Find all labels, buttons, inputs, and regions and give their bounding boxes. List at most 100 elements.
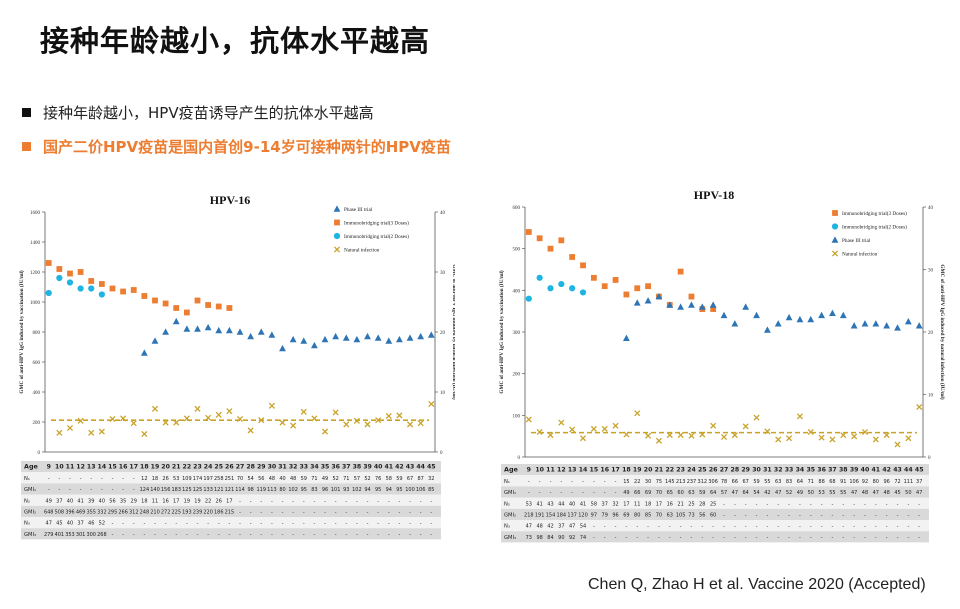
table-cell: 13 (87, 464, 96, 471)
table-cell: 97 (591, 513, 597, 519)
table-cell: - (398, 510, 400, 516)
table-cell: 90 (558, 535, 564, 541)
table-row (501, 475, 929, 487)
data-point (406, 334, 414, 341)
table-cell: 18 (622, 467, 631, 474)
table-cell: 21 (677, 501, 683, 507)
hpv18-chart: HPV-18 0 100 200 300 400 500 600 0 10 20 30 40 GMC of… (498, 188, 945, 543)
table-cell: 83 (786, 479, 792, 485)
data-point (753, 311, 760, 319)
data-point (807, 428, 814, 436)
table-cell: - (810, 535, 812, 541)
data-point (569, 254, 576, 260)
data-point (861, 320, 869, 327)
table-cell: 137 (567, 513, 577, 519)
legend-label: Immunobridging trial(2 Doses) (842, 224, 907, 231)
table-cell: 40 (861, 467, 870, 474)
legend-label: Natural infection (842, 251, 878, 258)
table-cell: - (821, 524, 823, 530)
table-cell: - (133, 532, 135, 538)
table-cell: 11 (634, 501, 640, 507)
data-table: Age 9 10 11 12 13 14 15 16 17 18 19 20 21 22 23 24 25 26 27… (501, 464, 929, 543)
table-cell: 353 (65, 532, 75, 538)
left-tick-label: 200 (33, 421, 41, 426)
table-cell: - (409, 510, 411, 516)
table-cell: 91 (840, 479, 846, 485)
table-cell: - (810, 513, 812, 519)
table-cell: 15 (590, 467, 599, 474)
table-cell: - (712, 524, 714, 530)
table-cell: 48 (862, 490, 868, 496)
table-cell: - (112, 532, 114, 538)
legend-label: Phase III trial (344, 207, 373, 213)
table-cell: 71 (311, 476, 317, 482)
table-cell: 70 (656, 513, 662, 519)
table-cell: - (356, 510, 358, 516)
table-row (21, 472, 441, 484)
series-x (525, 403, 923, 448)
table-cell: 45 (894, 490, 900, 496)
table-cell: - (875, 524, 877, 530)
data-point (109, 285, 116, 292)
table-cell: 19 (633, 467, 642, 474)
data-point (644, 297, 652, 304)
table-cell: - (897, 501, 899, 507)
table-cell: - (398, 498, 400, 504)
table-cell: 30 (268, 464, 277, 471)
table-cell: 105 (676, 513, 686, 519)
data-point (525, 416, 532, 423)
data-point (172, 317, 180, 325)
table-cell: 125 (193, 487, 203, 493)
table-cell: - (154, 521, 156, 527)
data-point (915, 322, 923, 329)
table-cell: - (897, 513, 899, 519)
table-cell: - (250, 521, 252, 527)
table-cell: - (723, 501, 725, 507)
table-cell: 50 (808, 490, 814, 496)
data-point (77, 269, 84, 275)
table-row-label: N₂ (504, 501, 510, 507)
data-point (699, 431, 706, 438)
table-cell: 44 (416, 464, 425, 471)
table-row (501, 531, 929, 543)
table-cell: 10 (535, 467, 544, 474)
legend-marker (831, 223, 839, 230)
table-cell: 140 (150, 487, 160, 493)
data-point (77, 417, 84, 424)
table-cell: 32 (289, 464, 298, 471)
table-cell: 25 (688, 501, 694, 507)
table-cell: 39 (88, 498, 94, 504)
table-cell: 59 (753, 479, 759, 485)
table-row-label: N₃ (24, 521, 30, 527)
table-cell: - (571, 490, 573, 496)
data-point (601, 283, 608, 290)
table-cell: 12 (141, 476, 147, 482)
table-cell: 50 (905, 490, 911, 496)
table-cell: 67 (743, 479, 749, 485)
table-row-label: GMI₂ (504, 513, 516, 519)
table-cell: - (112, 521, 114, 527)
table-cell: 37 (77, 521, 83, 527)
table-cell: 215 (225, 510, 235, 516)
table-cell: 197 (203, 476, 213, 482)
data-point (321, 335, 329, 343)
legend-marker (831, 250, 839, 257)
table-cell: - (897, 535, 899, 541)
table-cell: 40 (67, 521, 73, 527)
table-cell: - (593, 535, 595, 541)
table-cell: - (832, 535, 834, 541)
table-cell: 41 (580, 501, 586, 507)
table-cell: - (625, 524, 627, 530)
table-cell: - (571, 479, 573, 485)
table-cell: 98 (247, 487, 253, 493)
table-cell: 66 (634, 490, 640, 496)
data-point (183, 309, 190, 316)
table-cell: 45 (56, 521, 62, 527)
table-cell: 37 (916, 479, 922, 485)
table-cell: - (303, 510, 305, 516)
right-tick-label: 0 (440, 451, 443, 456)
table-cell: 69 (623, 513, 629, 519)
data-point (162, 328, 170, 335)
table-cell: - (788, 524, 790, 530)
data-point (67, 270, 73, 277)
